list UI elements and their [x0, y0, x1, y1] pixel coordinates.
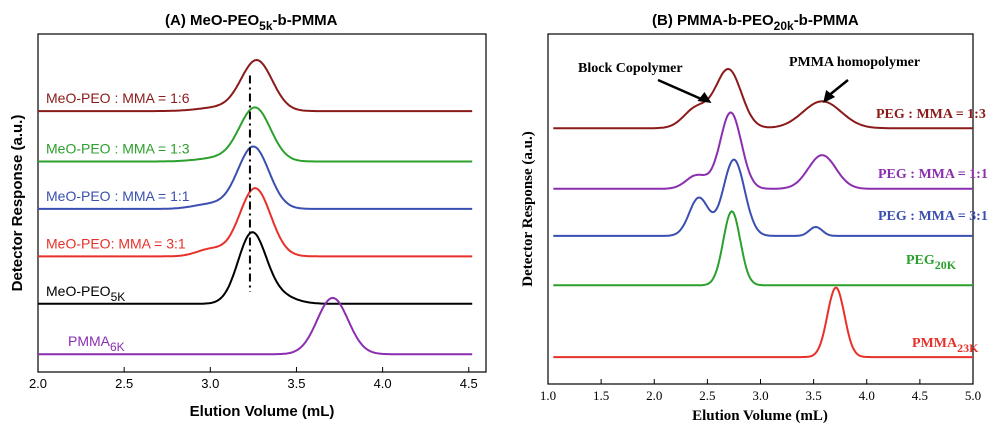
series-line-meo-peo-mma-3-1 [38, 187, 473, 258]
x-tick-label: 2.5 [115, 376, 133, 391]
x-tick-label: 1.0 [540, 388, 556, 403]
series-label-peg-mma-3-1: PEG : MMA = 3:1 [878, 209, 988, 224]
x-tick-label: 1.5 [593, 388, 609, 403]
panel-b-x-axis-label: Elution Volume (mL) [692, 408, 828, 424]
panel-b-curves [553, 67, 973, 359]
panel-a-x-ticks: 2.0 2.5 3.0 3.5 4.0 4.5 [29, 367, 478, 391]
series-line-peg20k [553, 210, 973, 287]
panel-b-curve-labels: PEG : MMA = 1:3 PEG : MMA = 1:1 PEG : MMA … [876, 107, 988, 355]
annotation-pmma-homopolymer: PMMA homopolymer [789, 55, 920, 70]
panel-b-annotations: Block Copolymer PMMA homopolymer [578, 55, 920, 103]
series-label-peg-mma-1-3: PEG : MMA = 1:3 [876, 107, 986, 122]
panel-a-curve-labels: MeO-PEO : MMA = 1:6 MeO-PEO : MMA = 1:3 Me… [46, 90, 190, 354]
arrow-pmma-homopolymer [827, 79, 849, 97]
panel-b-y-axis-label: Detector Response (a.u.) [520, 131, 536, 287]
series-line-meo-peo-mma-1-6 [38, 58, 473, 113]
panel-a-frame [37, 33, 487, 373]
panel-b-title: (B) PMMA-b-PEO20k-b-PMMA [652, 12, 859, 33]
panel-a-title: (A) MeO-PEO5k-b-PMMA [165, 12, 338, 33]
x-tick-label: 2.5 [699, 388, 715, 403]
x-tick-label: 2.0 [646, 388, 662, 403]
arrow-block-copolymer [657, 78, 705, 102]
series-label-meo-peo-mma-3-1: MeO-PEO: MMA = 3:1 [46, 235, 186, 251]
series-line-pmma23k [553, 286, 973, 359]
annotation-block-copolymer: Block Copolymer [578, 61, 683, 76]
x-tick-label: 3.5 [806, 388, 822, 403]
x-tick-label: 4.5 [912, 388, 928, 403]
series-label-meo-peo-mma-1-3: MeO-PEO : MMA = 1:3 [46, 140, 190, 156]
x-tick-label: 4.0 [374, 376, 392, 391]
x-tick-label: 2.0 [29, 376, 47, 391]
arrowhead-icon [697, 92, 712, 103]
series-line-peg-mma-3-1 [553, 158, 973, 237]
series-label-pmma6k: PMMA6K [68, 333, 125, 354]
series-line-peg-mma-1-1 [553, 111, 973, 190]
series-label-meo-peo5k: MeO-PEO5K [46, 283, 125, 304]
x-tick-label: 3.0 [201, 376, 219, 391]
arrowhead-icon [823, 90, 836, 103]
panel-a-y-axis-label: Detector Response (a.u.) [9, 115, 26, 292]
panel-b-x-ticks: 1.0 1.5 2.0 2.5 3.0 3.5 4.0 4.5 5.0 [540, 379, 981, 403]
x-tick-label: 3.5 [287, 376, 305, 391]
series-line-pmma6k [38, 296, 473, 356]
series-label-pmma23k: PMMA23K [912, 336, 979, 355]
series-label-peg-mma-1-1: PEG : MMA = 1:1 [878, 167, 988, 182]
series-line-meo-peo-mma-1-3 [38, 106, 473, 163]
series-label-meo-peo-mma-1-6: MeO-PEO : MMA = 1:6 [46, 90, 190, 106]
x-tick-label: 4.5 [460, 376, 478, 391]
x-tick-label: 4.0 [859, 388, 875, 403]
series-label-peg20k: PEG20K [906, 253, 957, 272]
panel-a-curves [38, 58, 473, 356]
panel-a-x-axis-label: Elution Volume (mL) [190, 403, 335, 420]
x-tick-label: 5.0 [965, 388, 981, 403]
panel-a: (A) MeO-PEO5k-b-PMMA 2.0 2.5 3.0 3.5 4.0 4.5 … [9, 12, 487, 420]
x-tick-label: 3.0 [752, 388, 768, 403]
panel-b: (B) PMMA-b-PEO20k-b-PMMA 1.0 1.5 2.0 2.5 3.0… [520, 12, 988, 424]
series-line-meo-peo5k [38, 231, 473, 305]
series-line-meo-peo-mma-1-1 [38, 145, 473, 210]
series-label-meo-peo-mma-1-1: MeO-PEO : MMA = 1:1 [46, 188, 190, 204]
series-line-peg-mma-1-3 [553, 67, 973, 130]
